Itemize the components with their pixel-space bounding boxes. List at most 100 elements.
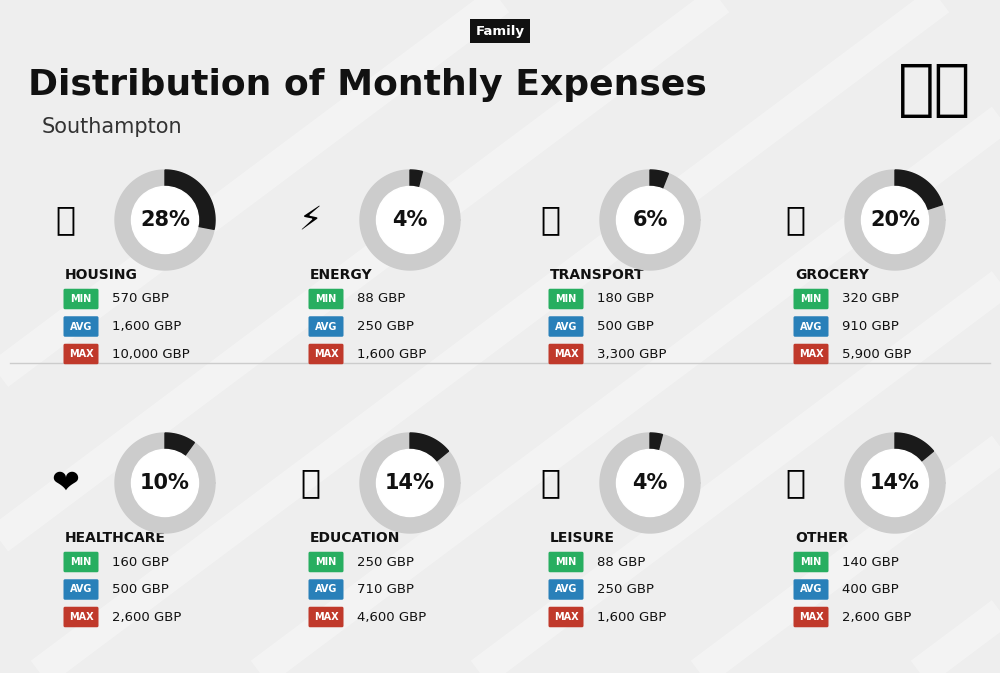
- Text: AVG: AVG: [70, 584, 92, 594]
- Text: Family: Family: [476, 24, 524, 38]
- Text: MAX: MAX: [554, 612, 578, 622]
- FancyBboxPatch shape: [308, 579, 344, 600]
- Polygon shape: [165, 170, 215, 229]
- FancyBboxPatch shape: [548, 607, 584, 627]
- Circle shape: [616, 186, 684, 254]
- Text: 🛍: 🛍: [540, 466, 560, 499]
- FancyBboxPatch shape: [308, 316, 344, 336]
- Text: AVG: AVG: [315, 322, 337, 332]
- Text: MAX: MAX: [554, 349, 578, 359]
- Polygon shape: [650, 170, 668, 189]
- Text: 1,600 GBP: 1,600 GBP: [357, 347, 426, 361]
- Text: 320 GBP: 320 GBP: [842, 293, 899, 306]
- Text: Southampton: Southampton: [42, 117, 183, 137]
- Polygon shape: [895, 433, 934, 462]
- Text: 10%: 10%: [140, 473, 190, 493]
- FancyBboxPatch shape: [308, 344, 344, 364]
- Circle shape: [862, 186, 929, 254]
- Text: AVG: AVG: [800, 584, 822, 594]
- Text: GROCERY: GROCERY: [795, 268, 869, 282]
- Text: MAX: MAX: [799, 349, 823, 359]
- Text: 140 GBP: 140 GBP: [842, 555, 899, 569]
- Polygon shape: [895, 170, 943, 210]
- Text: TRANSPORT: TRANSPORT: [550, 268, 645, 282]
- Text: AVG: AVG: [70, 322, 92, 332]
- Polygon shape: [845, 170, 945, 270]
- Polygon shape: [600, 170, 700, 270]
- Text: 180 GBP: 180 GBP: [597, 293, 654, 306]
- Text: MAX: MAX: [799, 612, 823, 622]
- FancyBboxPatch shape: [794, 552, 829, 572]
- Text: 2,600 GBP: 2,600 GBP: [842, 610, 911, 623]
- FancyBboxPatch shape: [794, 289, 829, 310]
- Text: 1,600 GBP: 1,600 GBP: [597, 610, 666, 623]
- FancyBboxPatch shape: [548, 579, 584, 600]
- Text: 4%: 4%: [632, 473, 668, 493]
- Text: 6%: 6%: [632, 210, 668, 230]
- Circle shape: [377, 186, 444, 254]
- Text: 250 GBP: 250 GBP: [357, 555, 414, 569]
- Text: 400 GBP: 400 GBP: [842, 583, 899, 596]
- Text: 500 GBP: 500 GBP: [112, 583, 169, 596]
- Text: AVG: AVG: [555, 584, 577, 594]
- FancyBboxPatch shape: [64, 579, 98, 600]
- Text: MIN: MIN: [800, 294, 822, 304]
- Text: 💰: 💰: [785, 466, 805, 499]
- Text: 10,000 GBP: 10,000 GBP: [112, 347, 190, 361]
- Circle shape: [132, 186, 198, 254]
- Text: 250 GBP: 250 GBP: [597, 583, 654, 596]
- Text: 1,600 GBP: 1,600 GBP: [112, 320, 181, 333]
- FancyBboxPatch shape: [64, 552, 98, 572]
- Text: 🎓: 🎓: [300, 466, 320, 499]
- Circle shape: [616, 450, 684, 516]
- Text: AVG: AVG: [555, 322, 577, 332]
- FancyBboxPatch shape: [64, 316, 98, 336]
- Text: ❤: ❤: [51, 466, 79, 499]
- Text: ⚡: ⚡: [298, 203, 322, 236]
- FancyBboxPatch shape: [548, 344, 584, 364]
- Text: 4,600 GBP: 4,600 GBP: [357, 610, 426, 623]
- Text: 🇬🇧: 🇬🇧: [898, 61, 972, 120]
- FancyBboxPatch shape: [548, 552, 584, 572]
- Polygon shape: [650, 433, 662, 450]
- Text: Distribution of Monthly Expenses: Distribution of Monthly Expenses: [28, 68, 707, 102]
- FancyBboxPatch shape: [794, 344, 829, 364]
- Polygon shape: [410, 170, 422, 188]
- FancyBboxPatch shape: [64, 607, 98, 627]
- Text: HOUSING: HOUSING: [65, 268, 138, 282]
- FancyBboxPatch shape: [64, 289, 98, 310]
- Text: LEISURE: LEISURE: [550, 531, 615, 545]
- FancyBboxPatch shape: [548, 289, 584, 310]
- Text: MIN: MIN: [800, 557, 822, 567]
- Text: 910 GBP: 910 GBP: [842, 320, 899, 333]
- Polygon shape: [410, 433, 449, 462]
- Text: 4%: 4%: [392, 210, 428, 230]
- Circle shape: [132, 450, 198, 516]
- Text: 160 GBP: 160 GBP: [112, 555, 169, 569]
- Text: ENERGY: ENERGY: [310, 268, 373, 282]
- Text: MAX: MAX: [314, 612, 338, 622]
- Text: MIN: MIN: [70, 557, 92, 567]
- Polygon shape: [360, 170, 460, 270]
- FancyBboxPatch shape: [548, 316, 584, 336]
- FancyBboxPatch shape: [794, 316, 829, 336]
- Text: 14%: 14%: [870, 473, 920, 493]
- Text: MIN: MIN: [555, 557, 577, 567]
- FancyBboxPatch shape: [64, 344, 98, 364]
- Text: 🏢: 🏢: [55, 203, 75, 236]
- FancyBboxPatch shape: [794, 607, 829, 627]
- Polygon shape: [600, 433, 700, 533]
- Polygon shape: [115, 433, 215, 533]
- Text: 570 GBP: 570 GBP: [112, 293, 169, 306]
- Text: 710 GBP: 710 GBP: [357, 583, 414, 596]
- Text: 2,600 GBP: 2,600 GBP: [112, 610, 181, 623]
- Text: 3,300 GBP: 3,300 GBP: [597, 347, 666, 361]
- Text: 🛒: 🛒: [785, 203, 805, 236]
- Polygon shape: [115, 170, 215, 270]
- Text: 20%: 20%: [870, 210, 920, 230]
- Text: AVG: AVG: [800, 322, 822, 332]
- Text: 250 GBP: 250 GBP: [357, 320, 414, 333]
- Text: 5,900 GBP: 5,900 GBP: [842, 347, 911, 361]
- Text: 88 GBP: 88 GBP: [357, 293, 405, 306]
- Circle shape: [862, 450, 929, 516]
